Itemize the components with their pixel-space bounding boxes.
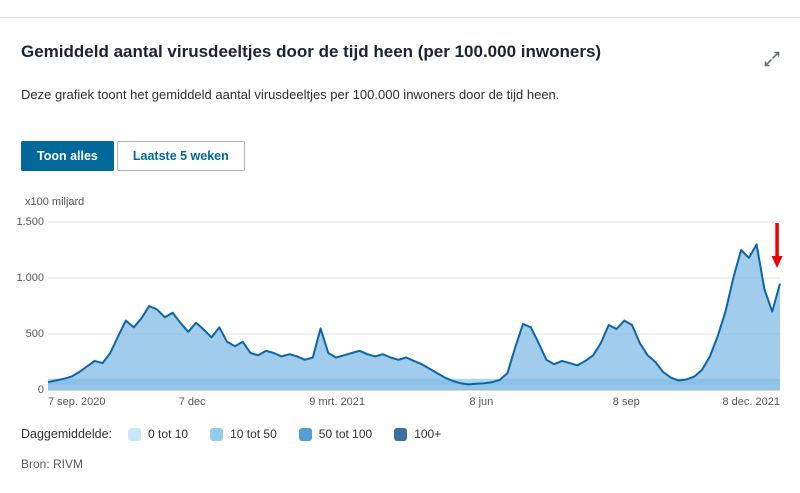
x-axis-labels: 7 sep. 2020 7 dec 9 mrt. 2021 8 jun 8 sep 8 d… bbox=[48, 396, 780, 410]
legend-items: 0 tot 10 10 tot 50 50 tot 100 100+ bbox=[128, 427, 441, 441]
legend-item-label: 50 tot 100 bbox=[318, 427, 373, 441]
legend-item: 100+ bbox=[394, 427, 441, 441]
y-axis-unit-label: x100 miljard bbox=[25, 196, 85, 208]
chart-description: Deze grafiek toont het gemiddeld aantal … bbox=[21, 87, 560, 102]
expand-button[interactable] bbox=[760, 48, 784, 72]
y-axis-tick-label: 0 bbox=[37, 384, 44, 396]
source-text: Bron: RIVM bbox=[21, 457, 84, 471]
red-arrow-annotation bbox=[771, 223, 783, 268]
legend-item-label: 0 tot 10 bbox=[148, 427, 189, 441]
legend-item-label: 10 tot 50 bbox=[230, 427, 277, 441]
legend-item: 10 tot 50 bbox=[210, 427, 277, 441]
legend-swatch bbox=[128, 427, 142, 441]
x-axis-tick-label: 7 sep. 2020 bbox=[48, 396, 106, 408]
y-axis-tick-label: 500 bbox=[25, 328, 44, 340]
legend-swatch bbox=[210, 427, 224, 441]
tab-laatste-5-weken[interactable]: Laatste 5 weken bbox=[116, 141, 245, 171]
x-axis-tick-label: 7 dec bbox=[178, 396, 206, 408]
y-axis-tick-label: 1.000 bbox=[16, 272, 44, 284]
legend-item: 0 tot 10 bbox=[128, 427, 188, 441]
x-axis-tick-label: 8 dec. 2021 bbox=[722, 396, 781, 408]
y-axis-labels: 0 500 1.000 1.500 bbox=[0, 216, 44, 396]
x-axis-tick-label: 8 jun bbox=[469, 396, 494, 408]
y-axis-tick-label: 1.500 bbox=[16, 216, 44, 228]
legend-swatch bbox=[298, 427, 312, 441]
legend: Daggemiddelde: 0 tot 10 10 tot 50 50 tot 1… bbox=[21, 427, 441, 441]
x-axis-tick-label: 8 sep bbox=[612, 396, 640, 408]
plot-area[interactable] bbox=[47, 221, 783, 391]
legend-item: 50 tot 100 bbox=[298, 427, 373, 441]
page-title: Gemiddeld aantal virusdeeltjes door de t… bbox=[21, 42, 602, 61]
legend-swatch bbox=[394, 427, 408, 441]
x-axis-tick-label: 9 mrt. 2021 bbox=[309, 396, 365, 408]
legend-title: Daggemiddelde: bbox=[21, 427, 113, 441]
legend-item-label: 100+ bbox=[414, 427, 442, 441]
area-chart-svg bbox=[47, 221, 783, 391]
top-divider bbox=[0, 17, 800, 18]
range-tabs: Toon alles Laatste 5 weken bbox=[21, 141, 245, 171]
expand-icon bbox=[764, 51, 780, 67]
tab-toon-alles[interactable]: Toon alles bbox=[21, 141, 114, 171]
